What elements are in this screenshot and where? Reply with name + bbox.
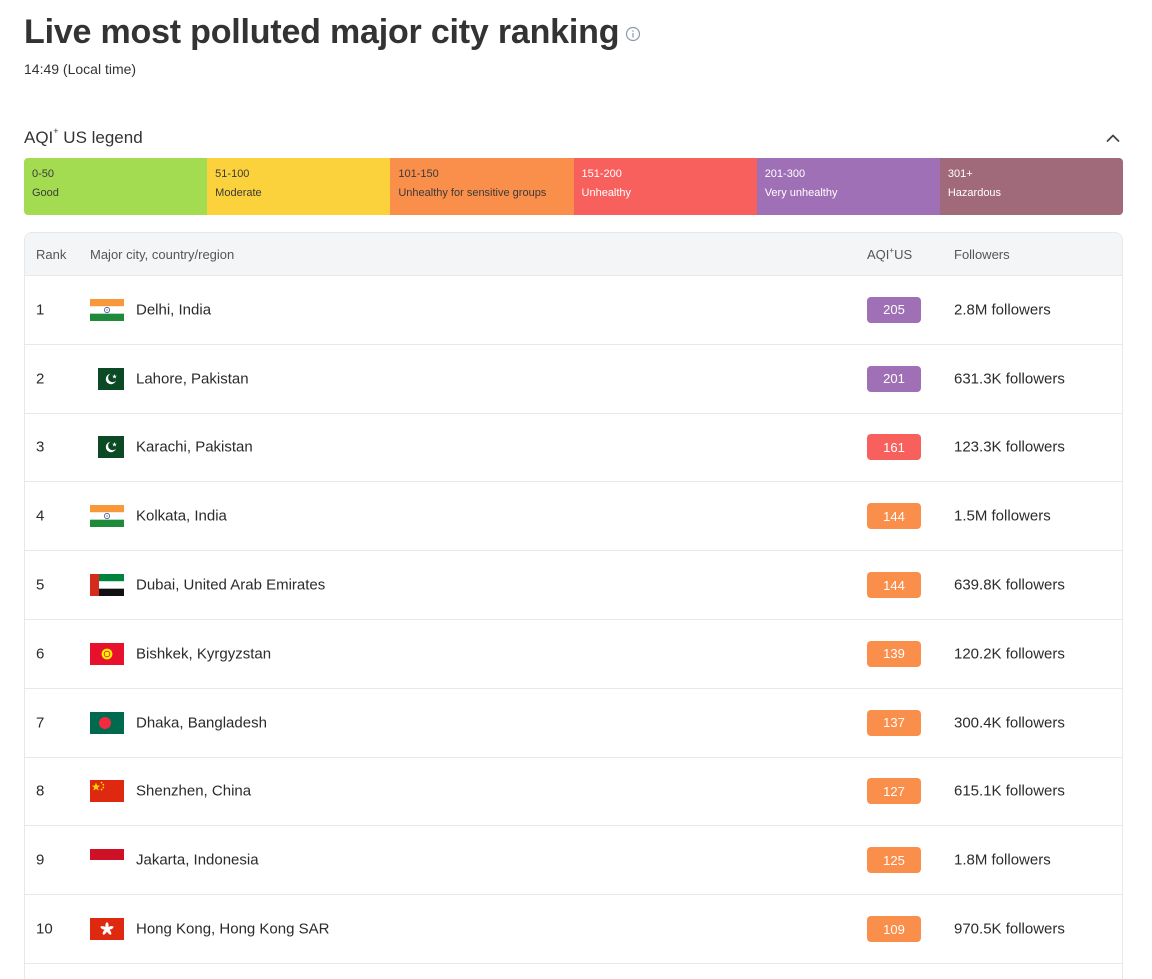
legend-segment: 301+ Hazardous <box>939 158 1123 215</box>
table-row[interactable]: 6 Bishkek, Kyrgyzstan 139 120.2K followers <box>25 620 1122 689</box>
aqi-badge: 205 <box>867 296 921 323</box>
table-row[interactable]: 4 Kolkata, India 144 1.5M followers <box>25 482 1122 552</box>
aqi-badge: 109 <box>867 916 921 943</box>
indonesia-flag-icon <box>90 849 124 872</box>
legend-range: 51-100 <box>215 168 250 180</box>
rank-number: 8 <box>36 782 45 800</box>
kyrgyzstan-flag-icon <box>90 642 124 665</box>
table-row[interactable]: 3 Karachi, Pakistan 161 123.3K followers <box>25 414 1122 483</box>
table-row[interactable]: 7 Dhaka, Bangladesh 137 300.4K followers <box>25 689 1122 758</box>
followers-count: 123.3K followers <box>954 438 1065 456</box>
city-link[interactable]: Kolkata, India <box>136 507 227 525</box>
header-followers: Followers <box>954 247 1010 262</box>
header-city: Major city, country/region <box>90 247 235 262</box>
aqi-badge: 125 <box>867 847 921 874</box>
city-link[interactable]: Shenzhen, China <box>136 782 252 800</box>
rank-number: 7 <box>36 714 45 732</box>
legend-segment: 0-50 Good <box>24 158 208 215</box>
legend-label: Very unhealthy <box>764 187 838 199</box>
aqi-badge: 144 <box>867 503 921 530</box>
india-flag-icon <box>90 505 124 528</box>
followers-count: 1.8M followers <box>954 851 1051 869</box>
rank-number: 5 <box>36 576 45 594</box>
uae-flag-icon <box>90 574 124 597</box>
table-row[interactable]: 10 Hong Kong, Hong Kong SAR 109 970.5K foll… <box>25 895 1122 964</box>
city-link[interactable]: Karachi, Pakistan <box>136 438 253 456</box>
page-header: Live most polluted major city ranking <box>24 10 641 54</box>
legend-title: AQI+ US legend <box>24 126 143 147</box>
aqi-badge: 139 <box>867 640 921 667</box>
aqi-legend-bar: 0-50 Good 51-100 Moderate 101-150 Unhealthy f… <box>24 158 1123 215</box>
followers-count: 615.1K followers <box>954 782 1065 800</box>
ranking-table: Rank Major city, country/region AQI + US … <box>24 232 1123 979</box>
china-flag-icon <box>90 780 124 803</box>
chevron-up-icon[interactable] <box>1104 129 1122 147</box>
legend-label: Unhealthy for sensitive groups <box>398 187 547 199</box>
followers-count: 300.4K followers <box>954 714 1065 732</box>
city-link[interactable]: Jakarta, Indonesia <box>136 851 259 869</box>
legend-segment: 51-100 Moderate <box>207 158 391 215</box>
legend-range: 151-200 <box>581 168 622 180</box>
legend-header[interactable]: AQI+ US legend <box>24 126 1123 150</box>
header-rank: Rank <box>36 247 67 262</box>
legend-range: 201-300 <box>764 168 806 180</box>
rank-number: 4 <box>36 507 45 525</box>
table-row[interactable]: 5 Dubai, United Arab Emirates 144 639.8K fo… <box>25 551 1122 620</box>
legend-range: 301+ <box>947 168 973 180</box>
info-icon[interactable] <box>625 26 641 42</box>
page-title: Live most polluted major city ranking <box>24 13 620 51</box>
city-link[interactable]: Bishkek, Kyrgyzstan <box>136 645 272 663</box>
legend-range: 0-50 <box>32 168 55 180</box>
table-row[interactable]: 1 Delhi, India 205 2.8M followers <box>25 276 1122 345</box>
followers-count: 120.2K followers <box>954 645 1065 663</box>
city-link[interactable]: Hong Kong, Hong Kong SAR <box>136 920 330 938</box>
aqi-badge: 144 <box>867 572 921 599</box>
legend-segment: 101-150 Unhealthy for sensitive groups <box>390 158 574 215</box>
rank-number: 2 <box>36 370 45 388</box>
followers-count: 631.3K followers <box>954 370 1065 388</box>
rank-number: 1 <box>36 301 45 319</box>
local-time: 14:49 (Local time) <box>24 61 137 77</box>
table-header: Rank Major city, country/region AQI + US … <box>25 233 1122 276</box>
table-row[interactable]: 8 Shenzhen, China 127 615.1K followers <box>25 758 1122 827</box>
city-link[interactable]: Dhaka, Bangladesh <box>136 714 267 732</box>
city-link[interactable]: Delhi, India <box>136 301 212 319</box>
followers-count: 639.8K followers <box>954 576 1065 594</box>
rank-number: 6 <box>36 645 45 663</box>
india-flag-icon <box>90 298 124 321</box>
aqi-badge: 161 <box>867 434 921 461</box>
table-row[interactable]: 9 Jakarta, Indonesia 125 1.8M followers <box>25 826 1122 896</box>
rank-number: 10 <box>36 920 53 938</box>
aqi-badge: 127 <box>867 778 921 805</box>
hongkong-flag-icon <box>90 918 124 941</box>
rank-number: 9 <box>36 851 45 869</box>
legend-label: Good <box>32 187 59 199</box>
aqi-badge: 201 <box>867 365 921 392</box>
legend-segment: 201-300 Very unhealthy <box>756 158 940 215</box>
city-link[interactable]: Dubai, United Arab Emirates <box>136 576 326 594</box>
pakistan-flag-icon <box>90 436 124 459</box>
header-aqi: AQI + US <box>867 246 913 262</box>
city-link[interactable]: Lahore, Pakistan <box>136 370 249 388</box>
legend-segment: 151-200 Unhealthy <box>573 158 757 215</box>
followers-count: 970.5K followers <box>954 920 1065 938</box>
bangladesh-flag-icon <box>90 711 124 734</box>
followers-count: 1.5M followers <box>954 507 1051 525</box>
legend-label: Unhealthy <box>581 187 632 199</box>
rank-number: 3 <box>36 438 45 456</box>
table-row[interactable]: 2 Lahore, Pakistan 201 631.3K followers <box>25 345 1122 414</box>
legend-label: Moderate <box>215 187 262 199</box>
aqi-badge: 137 <box>867 709 921 736</box>
legend-range: 101-150 <box>398 168 439 180</box>
followers-count: 2.8M followers <box>954 301 1051 319</box>
pakistan-flag-icon <box>90 367 124 390</box>
legend-label: Hazardous <box>947 187 1002 199</box>
